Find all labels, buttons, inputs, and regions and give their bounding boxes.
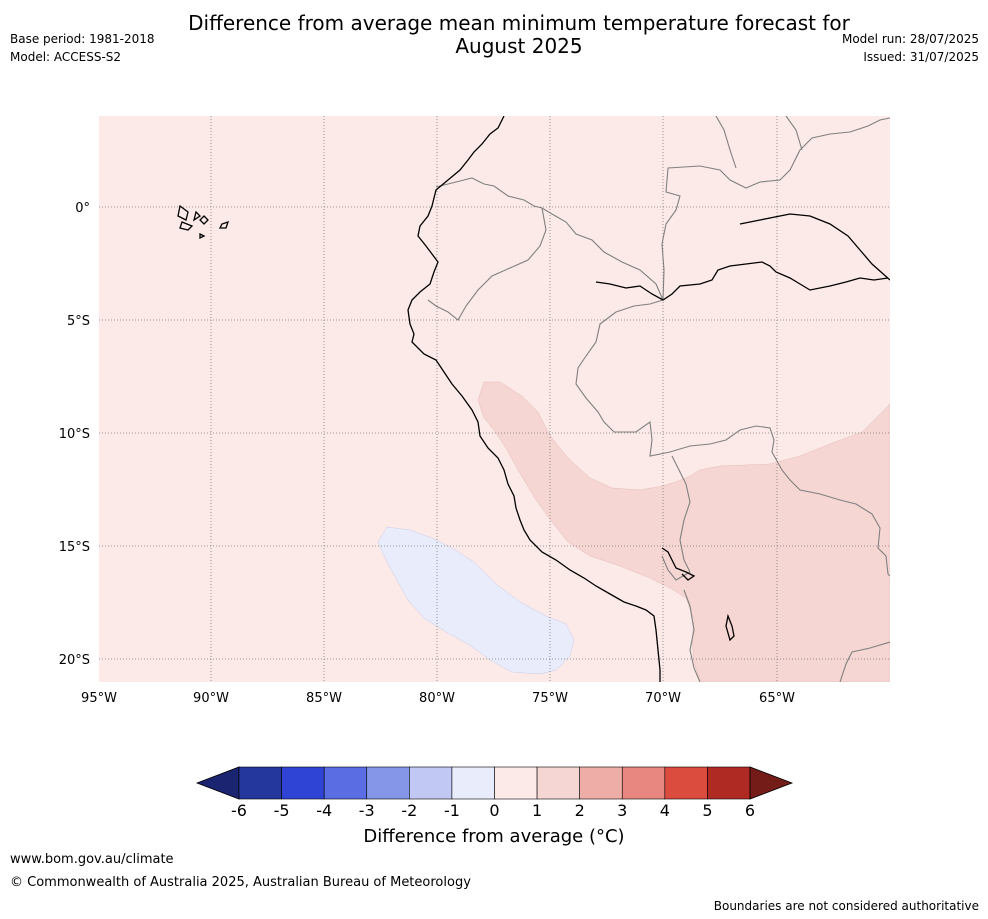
colorbar-tick-label: 3 [617,801,627,820]
colorbar-tick-label: -3 [359,801,375,820]
lon-ticks: 95°W 90°W 85°W 80°W 75°W 70°W 65°W [81,691,795,706]
colorbar-segment [707,766,751,800]
colorbar-segment [366,766,410,800]
lat-tick: 15°S [59,540,90,555]
lat-tick: 0° [75,201,90,216]
footer-copyright: © Commonwealth of Australia 2025, Austra… [10,875,471,890]
lon-tick: 80°W [419,691,455,706]
meta-right: Model run: 28/07/2025 Issued: 31/07/2025 [842,30,979,66]
colorbar-tick-label: 6 [745,801,755,820]
title-line-2: August 2025 [455,34,583,58]
map-title: Difference from average mean minimum tem… [150,12,888,58]
colorbar-segment [664,766,708,800]
colorbar-segment [323,766,368,800]
colorbar-segment [621,766,666,800]
map-area [99,116,890,682]
colorbar-tick-label: 5 [702,801,712,820]
colorbar-tick-label: -5 [274,801,290,820]
coastlines [177,116,890,682]
colorbar-segment [536,766,580,800]
colorbar-tick-label: 4 [660,801,670,820]
colorbar-under-arrow [195,766,240,800]
model-text: Model: ACCESS-S2 [10,50,122,64]
colorbar-segment [494,766,538,800]
lon-tick: 90°W [193,691,229,706]
offshore-cool-patch [377,526,575,675]
colorbar-tick-label: -4 [316,801,332,820]
lat-ticks: 0° 5°S 10°S 15°S 20°S [59,201,90,668]
lon-tick: 95°W [81,691,117,706]
colorbar-tick-label: -1 [444,801,460,820]
colorbar-tick-label: -2 [401,801,417,820]
gridlines [99,116,890,682]
lat-tick: 20°S [59,653,90,668]
model-run-text: Model run: 28/07/2025 [841,32,979,46]
colorbar-segment [451,766,495,800]
lon-tick: 70°W [645,691,681,706]
title-line-1: Difference from average mean minimum tem… [188,11,850,35]
colorbar-segment [281,766,325,800]
colorbar-segment [238,766,282,800]
colorbar-over-arrow [749,766,794,800]
colorbar-tick-label: -6 [231,801,247,820]
lon-tick: 65°W [759,691,795,706]
lat-tick: 5°S [67,314,90,329]
meta-left: Base period: 1981-2018 Model: ACCESS-S2 [10,30,155,66]
base-period-text: Base period: 1981-2018 [10,32,155,46]
colorbar-segment [579,766,623,800]
lon-tick: 75°W [532,691,568,706]
colorbar-tick-label: 2 [575,801,585,820]
footer-note: Boundaries are not considered authoritat… [713,899,979,913]
colorbar: -6 -5 -4 -3 -2 -1 0 1 2 3 4 5 6 [195,766,794,820]
lat-tick: 10°S [59,427,90,442]
colorbar-label: Difference from average (°C) [363,826,625,847]
lon-tick: 85°W [306,691,342,706]
coastal-warm-band [477,381,890,682]
issued-text: Issued: 31/07/2025 [863,50,979,64]
colorbar-tick-label: 1 [532,801,542,820]
colorbar-segment [409,766,453,800]
country-borders [427,116,890,682]
colorbar-tick-label: 0 [489,801,499,820]
footer-url[interactable]: www.bom.gov.au/climate [10,852,174,867]
